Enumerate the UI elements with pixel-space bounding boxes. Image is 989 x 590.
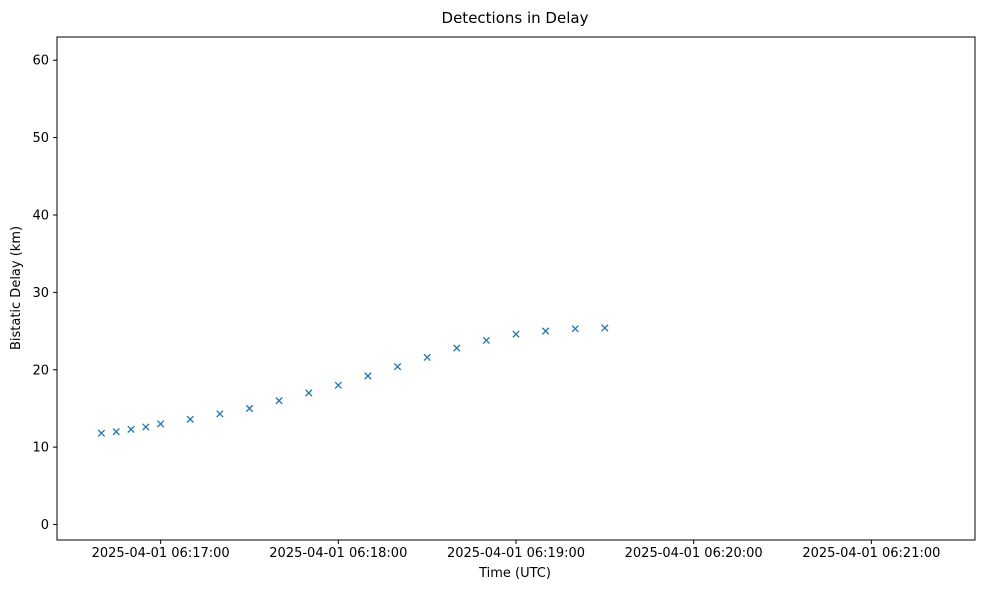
scatter-point <box>305 389 313 397</box>
x-tick-label: 2025-04-01 06:20:00 <box>625 546 763 561</box>
scatter-point <box>482 336 491 345</box>
x-tick-label: 2025-04-01 06:21:00 <box>802 546 940 561</box>
scatter-point <box>453 344 461 352</box>
scatter-point <box>275 397 283 405</box>
scatter-markers <box>97 324 609 437</box>
scatter-point <box>334 381 342 389</box>
x-tick-label: 2025-04-01 06:17:00 <box>92 546 230 561</box>
x-tick-label: 2025-04-01 06:19:00 <box>447 546 585 561</box>
y-tick-label: 20 <box>32 363 49 378</box>
scatter-point <box>571 325 579 333</box>
y-tick-label: 30 <box>32 286 49 301</box>
plot-frame <box>56 36 976 541</box>
scatter-point <box>541 327 550 335</box>
scatter-point <box>393 362 402 371</box>
scatter-point <box>512 330 520 338</box>
scatter-point <box>216 410 224 418</box>
scatter-point <box>601 324 609 332</box>
y-axis-label: Bistatic Delay (km) <box>9 226 24 350</box>
y-tick-label: 0 <box>41 518 49 533</box>
y-tick-label: 40 <box>32 208 49 223</box>
scatter-point <box>142 423 150 431</box>
x-tick-label: 2025-04-01 06:18:00 <box>269 546 407 561</box>
scatter-point <box>156 420 165 428</box>
scatter-point <box>186 415 194 423</box>
y-tick-label: 50 <box>32 131 49 146</box>
x-axis: 2025-04-01 06:17:00 2025-04-01 06:18:00 20… <box>92 540 940 561</box>
chart-title: Detections in Delay <box>442 9 589 27</box>
scatter-point <box>245 404 254 413</box>
x-axis-label: Time (UTC) <box>478 566 551 581</box>
y-axis: 0 10 20 30 40 50 60 <box>32 54 57 533</box>
y-tick-label: 10 <box>32 441 49 456</box>
scatter-point <box>112 428 120 436</box>
scatter-point <box>423 353 431 362</box>
scatter-point <box>127 425 135 433</box>
scatter-point <box>364 372 372 380</box>
y-tick-label: 60 <box>32 54 49 69</box>
scatter-point <box>97 429 106 437</box>
